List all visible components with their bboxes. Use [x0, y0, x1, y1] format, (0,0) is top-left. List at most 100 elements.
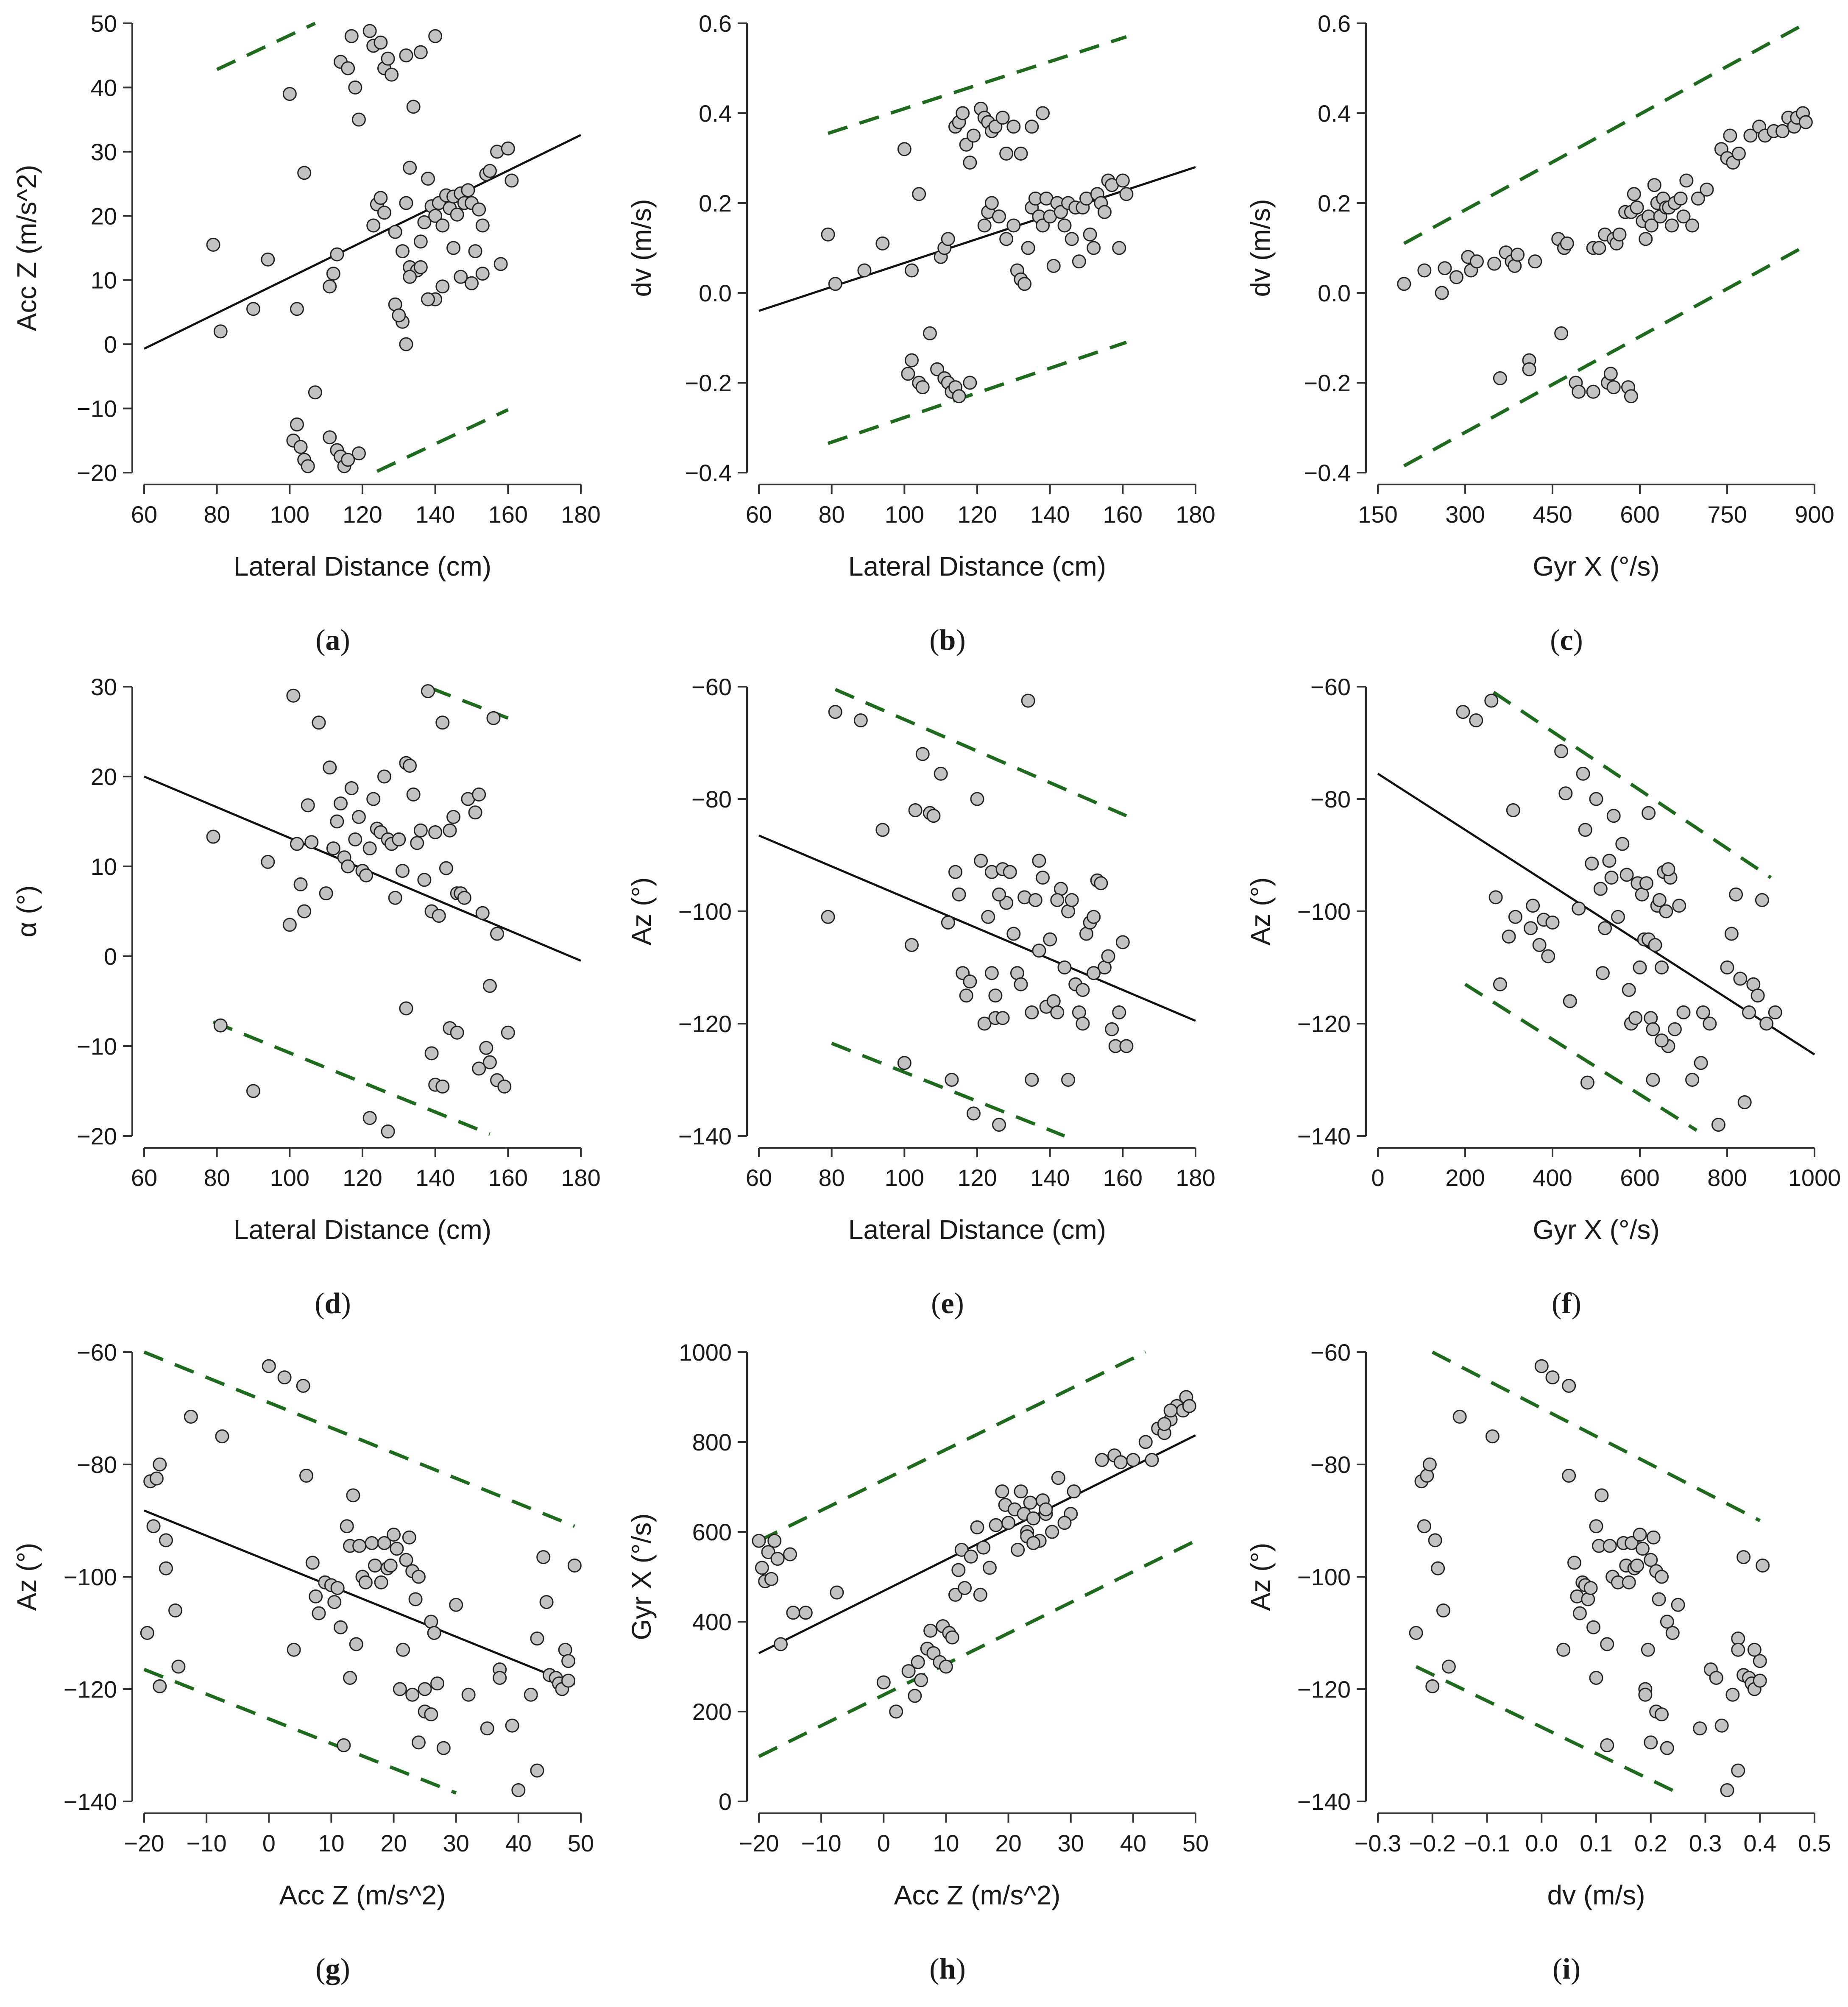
x-tick-label: 160 — [488, 1164, 528, 1191]
x-tick-label: 600 — [1620, 501, 1659, 528]
data-point — [359, 868, 374, 882]
data-point — [1581, 1592, 1595, 1606]
y-tick-label: 0.6 — [699, 10, 732, 37]
data-point — [153, 1457, 167, 1472]
x-tick-label: 40 — [505, 1830, 532, 1857]
data-point — [421, 292, 435, 306]
y-axis-title: α (°) — [11, 885, 42, 938]
data-point — [366, 218, 381, 233]
data-point — [1506, 803, 1520, 817]
data-point — [948, 1587, 962, 1602]
data-point — [1655, 960, 1669, 974]
data-point — [1119, 1039, 1134, 1053]
y-tick-label: −120 — [64, 1676, 117, 1703]
x-tick-label: 160 — [488, 501, 528, 528]
data-point — [1061, 1073, 1076, 1087]
data-point — [923, 326, 937, 340]
data-point — [1087, 966, 1101, 980]
data-point — [1011, 1542, 1025, 1557]
data-point — [1032, 944, 1046, 958]
prediction-bound-lower — [1403, 244, 1807, 468]
data-point — [443, 823, 457, 838]
x-axis-title: Lateral Distance (cm) — [234, 1214, 491, 1245]
data-point — [530, 1631, 544, 1646]
y-tick-label: −140 — [678, 1123, 732, 1150]
data-point — [992, 209, 1006, 224]
data-point — [1425, 1679, 1440, 1693]
data-point — [999, 232, 1014, 246]
data-point — [1589, 1519, 1603, 1534]
data-point — [1725, 1687, 1740, 1702]
data-point — [381, 51, 395, 66]
data-point — [561, 1673, 576, 1688]
data-point — [1441, 1659, 1456, 1674]
x-tick-label: −0.3 — [1355, 1830, 1402, 1857]
data-point — [374, 35, 388, 50]
y-tick-label: −140 — [1297, 1788, 1351, 1815]
data-point — [1638, 1687, 1653, 1702]
panel-letter: i — [1562, 1953, 1570, 1985]
x-tick-label: 80 — [204, 501, 230, 528]
data-point — [461, 183, 475, 198]
x-axis-title: Acc Z (m/s^2) — [894, 1880, 1061, 1910]
data-point — [1572, 901, 1586, 916]
data-point — [1562, 1379, 1576, 1393]
data-point — [1622, 1575, 1636, 1589]
data-point — [411, 1570, 426, 1584]
data-point — [1655, 1570, 1669, 1584]
data-point — [301, 798, 315, 813]
data-point — [261, 855, 275, 869]
data-point — [403, 759, 417, 773]
data-point — [1420, 1469, 1434, 1483]
y-tick-label: 0 — [104, 943, 117, 970]
data-point — [159, 1533, 173, 1548]
data-point — [1600, 1738, 1614, 1752]
data-point — [377, 769, 391, 784]
data-point — [1017, 277, 1032, 291]
data-point — [1067, 1484, 1081, 1499]
data-point — [348, 80, 362, 95]
data-point — [1493, 371, 1507, 385]
y-tick-label: −20 — [77, 459, 117, 486]
x-tick-label: 600 — [1620, 1164, 1659, 1191]
data-point — [1665, 1626, 1680, 1640]
y-tick-label: −0.2 — [1304, 370, 1351, 396]
x-tick-label: 150 — [1358, 501, 1397, 528]
data-point — [146, 1519, 161, 1534]
panel-letter: g — [326, 1953, 340, 1985]
y-axis-title: dv (m/s) — [626, 199, 657, 297]
data-point — [901, 1664, 916, 1679]
x-tick-label: 0.1 — [1580, 1830, 1613, 1857]
data-point — [449, 1598, 463, 1612]
data-point — [1452, 1409, 1467, 1424]
data-point — [1083, 227, 1097, 242]
data-point — [1642, 806, 1656, 820]
data-point — [1628, 1011, 1643, 1025]
data-point — [351, 446, 366, 461]
data-point — [1691, 191, 1705, 206]
data-point — [475, 218, 490, 233]
x-tick-label: 160 — [1103, 501, 1143, 528]
x-tick-label: 0.0 — [1525, 1830, 1558, 1857]
data-point — [1606, 380, 1621, 395]
data-point — [296, 1379, 310, 1393]
data-point — [1593, 882, 1608, 896]
data-point — [206, 237, 220, 252]
data-point — [1660, 1741, 1674, 1755]
data-point — [1554, 326, 1569, 340]
data-point — [427, 1626, 441, 1640]
data-point — [482, 1055, 497, 1069]
data-point — [905, 263, 919, 278]
data-point — [1644, 1553, 1658, 1567]
y-tick-label: 0 — [719, 1788, 732, 1815]
data-point — [346, 1488, 360, 1503]
data-point — [399, 196, 413, 210]
data-point — [1578, 823, 1592, 837]
data-point — [1633, 960, 1647, 974]
regression-line — [144, 1509, 575, 1686]
data-point — [954, 1542, 969, 1557]
data-point — [1025, 1005, 1039, 1019]
data-point — [536, 1550, 551, 1564]
data-point — [1138, 1435, 1153, 1449]
data-point — [897, 142, 911, 156]
